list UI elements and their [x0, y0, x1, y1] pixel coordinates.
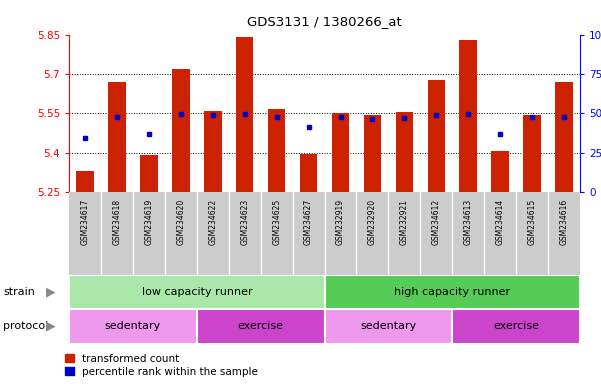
- Text: GSM234615: GSM234615: [528, 199, 537, 245]
- Text: exercise: exercise: [493, 321, 539, 331]
- Text: strain: strain: [3, 287, 35, 297]
- Text: GSM234617: GSM234617: [81, 199, 90, 245]
- Bar: [453, 309, 580, 344]
- Bar: [236, 37, 254, 192]
- Bar: [268, 109, 285, 192]
- Text: sedentary: sedentary: [360, 321, 416, 331]
- Text: GSM234623: GSM234623: [240, 199, 249, 245]
- Text: GSM234614: GSM234614: [496, 199, 505, 245]
- Bar: [140, 155, 157, 192]
- Bar: [69, 275, 325, 309]
- Text: high capacity runner: high capacity runner: [394, 287, 510, 297]
- Bar: [459, 40, 477, 192]
- Bar: [325, 275, 580, 309]
- Text: GSM232920: GSM232920: [368, 199, 377, 245]
- Bar: [395, 112, 413, 192]
- Bar: [325, 309, 453, 344]
- Text: GSM234618: GSM234618: [112, 199, 121, 245]
- Bar: [492, 151, 509, 192]
- Bar: [427, 81, 445, 192]
- Bar: [172, 69, 190, 192]
- Text: GSM234613: GSM234613: [464, 199, 473, 245]
- Text: GSM234620: GSM234620: [176, 199, 185, 245]
- Text: GSM234612: GSM234612: [432, 199, 441, 245]
- Text: GSM234619: GSM234619: [144, 199, 153, 245]
- Text: GSM232921: GSM232921: [400, 199, 409, 245]
- Text: GSM234627: GSM234627: [304, 199, 313, 245]
- Legend: transformed count, percentile rank within the sample: transformed count, percentile rank withi…: [66, 354, 258, 377]
- Text: GSM234625: GSM234625: [272, 199, 281, 245]
- Bar: [523, 114, 541, 192]
- Bar: [69, 309, 197, 344]
- Bar: [555, 82, 573, 192]
- Bar: [300, 154, 317, 192]
- Text: GDS3131 / 1380266_at: GDS3131 / 1380266_at: [247, 15, 402, 28]
- Bar: [364, 114, 381, 192]
- Text: ▶: ▶: [46, 285, 56, 298]
- Bar: [332, 113, 349, 192]
- Bar: [204, 111, 222, 192]
- Text: exercise: exercise: [237, 321, 284, 331]
- Text: low capacity runner: low capacity runner: [141, 287, 252, 297]
- Text: sedentary: sedentary: [105, 321, 161, 331]
- Bar: [108, 82, 126, 192]
- Text: GSM234616: GSM234616: [560, 199, 569, 245]
- Text: GSM232919: GSM232919: [336, 199, 345, 245]
- Text: protocol: protocol: [3, 321, 48, 331]
- Bar: [197, 309, 325, 344]
- Text: ▶: ▶: [46, 320, 56, 333]
- Bar: [76, 171, 94, 192]
- Text: GSM234622: GSM234622: [209, 199, 218, 245]
